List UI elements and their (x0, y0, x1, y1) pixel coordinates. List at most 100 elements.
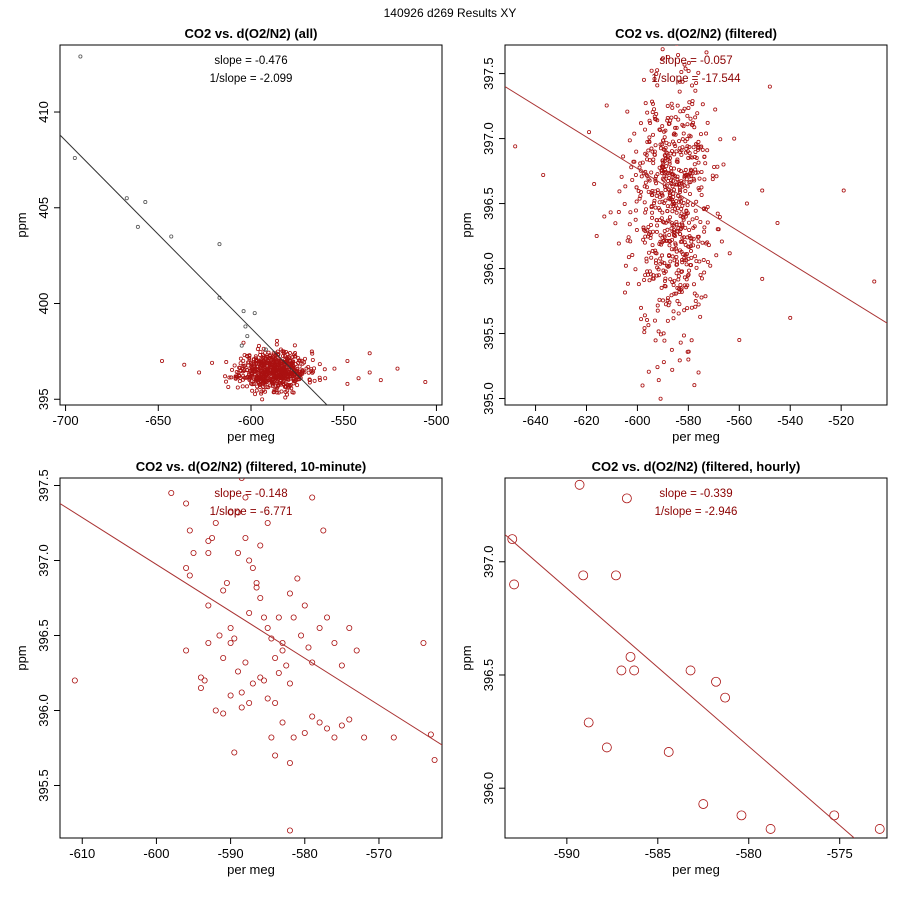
plot-frame (504, 44, 888, 406)
data-point (674, 271, 679, 276)
data-point (633, 208, 638, 213)
data-point (676, 274, 681, 279)
data-point (279, 361, 284, 366)
data-point (666, 55, 671, 60)
data-point (197, 674, 204, 681)
data-point (238, 689, 245, 696)
data-point (616, 665, 627, 676)
data-point (346, 625, 353, 632)
data-point (667, 159, 672, 164)
data-point (309, 349, 314, 354)
data-point (578, 570, 589, 581)
data-point (264, 369, 269, 374)
data-point (699, 295, 704, 300)
data-point (249, 680, 256, 687)
data-point (281, 366, 286, 371)
data-point (648, 233, 653, 238)
data-point (258, 349, 263, 354)
data-point (684, 209, 689, 214)
data-point (274, 388, 279, 393)
data-point (686, 156, 691, 161)
data-point (659, 216, 664, 221)
data-point (680, 137, 685, 142)
data-point (638, 161, 643, 166)
data-point (509, 579, 519, 590)
data-layer (505, 45, 887, 401)
data-point (672, 278, 677, 283)
data-point (700, 102, 705, 107)
data-point (775, 221, 780, 226)
slope-annotation: slope = -0.339 (659, 488, 732, 500)
data-point (657, 200, 662, 205)
data-point (644, 185, 649, 190)
data-point (660, 210, 665, 215)
data-point (650, 276, 655, 281)
data-point (220, 655, 227, 662)
data-point (673, 291, 678, 296)
data-point (662, 174, 667, 179)
data-point (678, 189, 683, 194)
data-point (317, 375, 322, 380)
data-point (694, 216, 699, 221)
data-point (621, 493, 632, 504)
data-point (668, 196, 673, 201)
data-point (345, 381, 350, 386)
data-point (652, 318, 657, 323)
data-point (634, 228, 639, 233)
data-point (711, 676, 721, 687)
data-point (717, 215, 722, 220)
data-point (667, 219, 672, 224)
data-point (296, 377, 301, 382)
data-point (205, 640, 212, 647)
data-point (288, 362, 293, 367)
chart-panel-1: CO2 vs. d(O2/N2) (all) -700 -650 -600 -550 -5… (14, 26, 449, 444)
data-point (644, 259, 649, 264)
data-point (653, 250, 658, 255)
data-point (268, 358, 273, 363)
data-point (665, 238, 670, 243)
data-point (737, 338, 742, 343)
data-point (507, 534, 518, 545)
y-tick-label: 400 (36, 293, 51, 315)
data-point (657, 127, 662, 132)
data-point (346, 716, 353, 723)
data-point (675, 103, 680, 108)
data-point (715, 164, 720, 169)
data-point (233, 374, 238, 379)
data-point (279, 380, 284, 385)
data-point (286, 760, 293, 767)
x-tick-label: -600 (143, 846, 169, 861)
data-point (658, 146, 663, 151)
data-point (704, 50, 709, 55)
data-point (367, 370, 372, 375)
data-point (616, 241, 621, 246)
data-point (431, 757, 438, 764)
data-point (682, 173, 687, 178)
data-point (257, 376, 262, 381)
data-point (702, 229, 707, 234)
data-point (719, 239, 724, 244)
data-point (601, 742, 612, 753)
data-point (691, 225, 696, 230)
data-point (686, 69, 691, 74)
data-point (653, 261, 658, 266)
data-point (637, 165, 642, 170)
data-point (647, 158, 652, 163)
data-point (663, 276, 668, 281)
data-point (688, 134, 693, 139)
data-point (237, 365, 242, 370)
data-point (242, 535, 249, 542)
data-point (267, 378, 272, 383)
data-point (653, 205, 658, 210)
data-point (685, 283, 690, 288)
data-point (259, 389, 264, 394)
data-point (324, 614, 331, 621)
data-point (661, 360, 666, 365)
data-point (662, 279, 667, 284)
data-point (679, 179, 684, 184)
data-point (279, 389, 284, 394)
data-point (646, 224, 651, 229)
data-point (788, 315, 793, 320)
data-point (694, 199, 699, 204)
data-point (686, 220, 691, 225)
